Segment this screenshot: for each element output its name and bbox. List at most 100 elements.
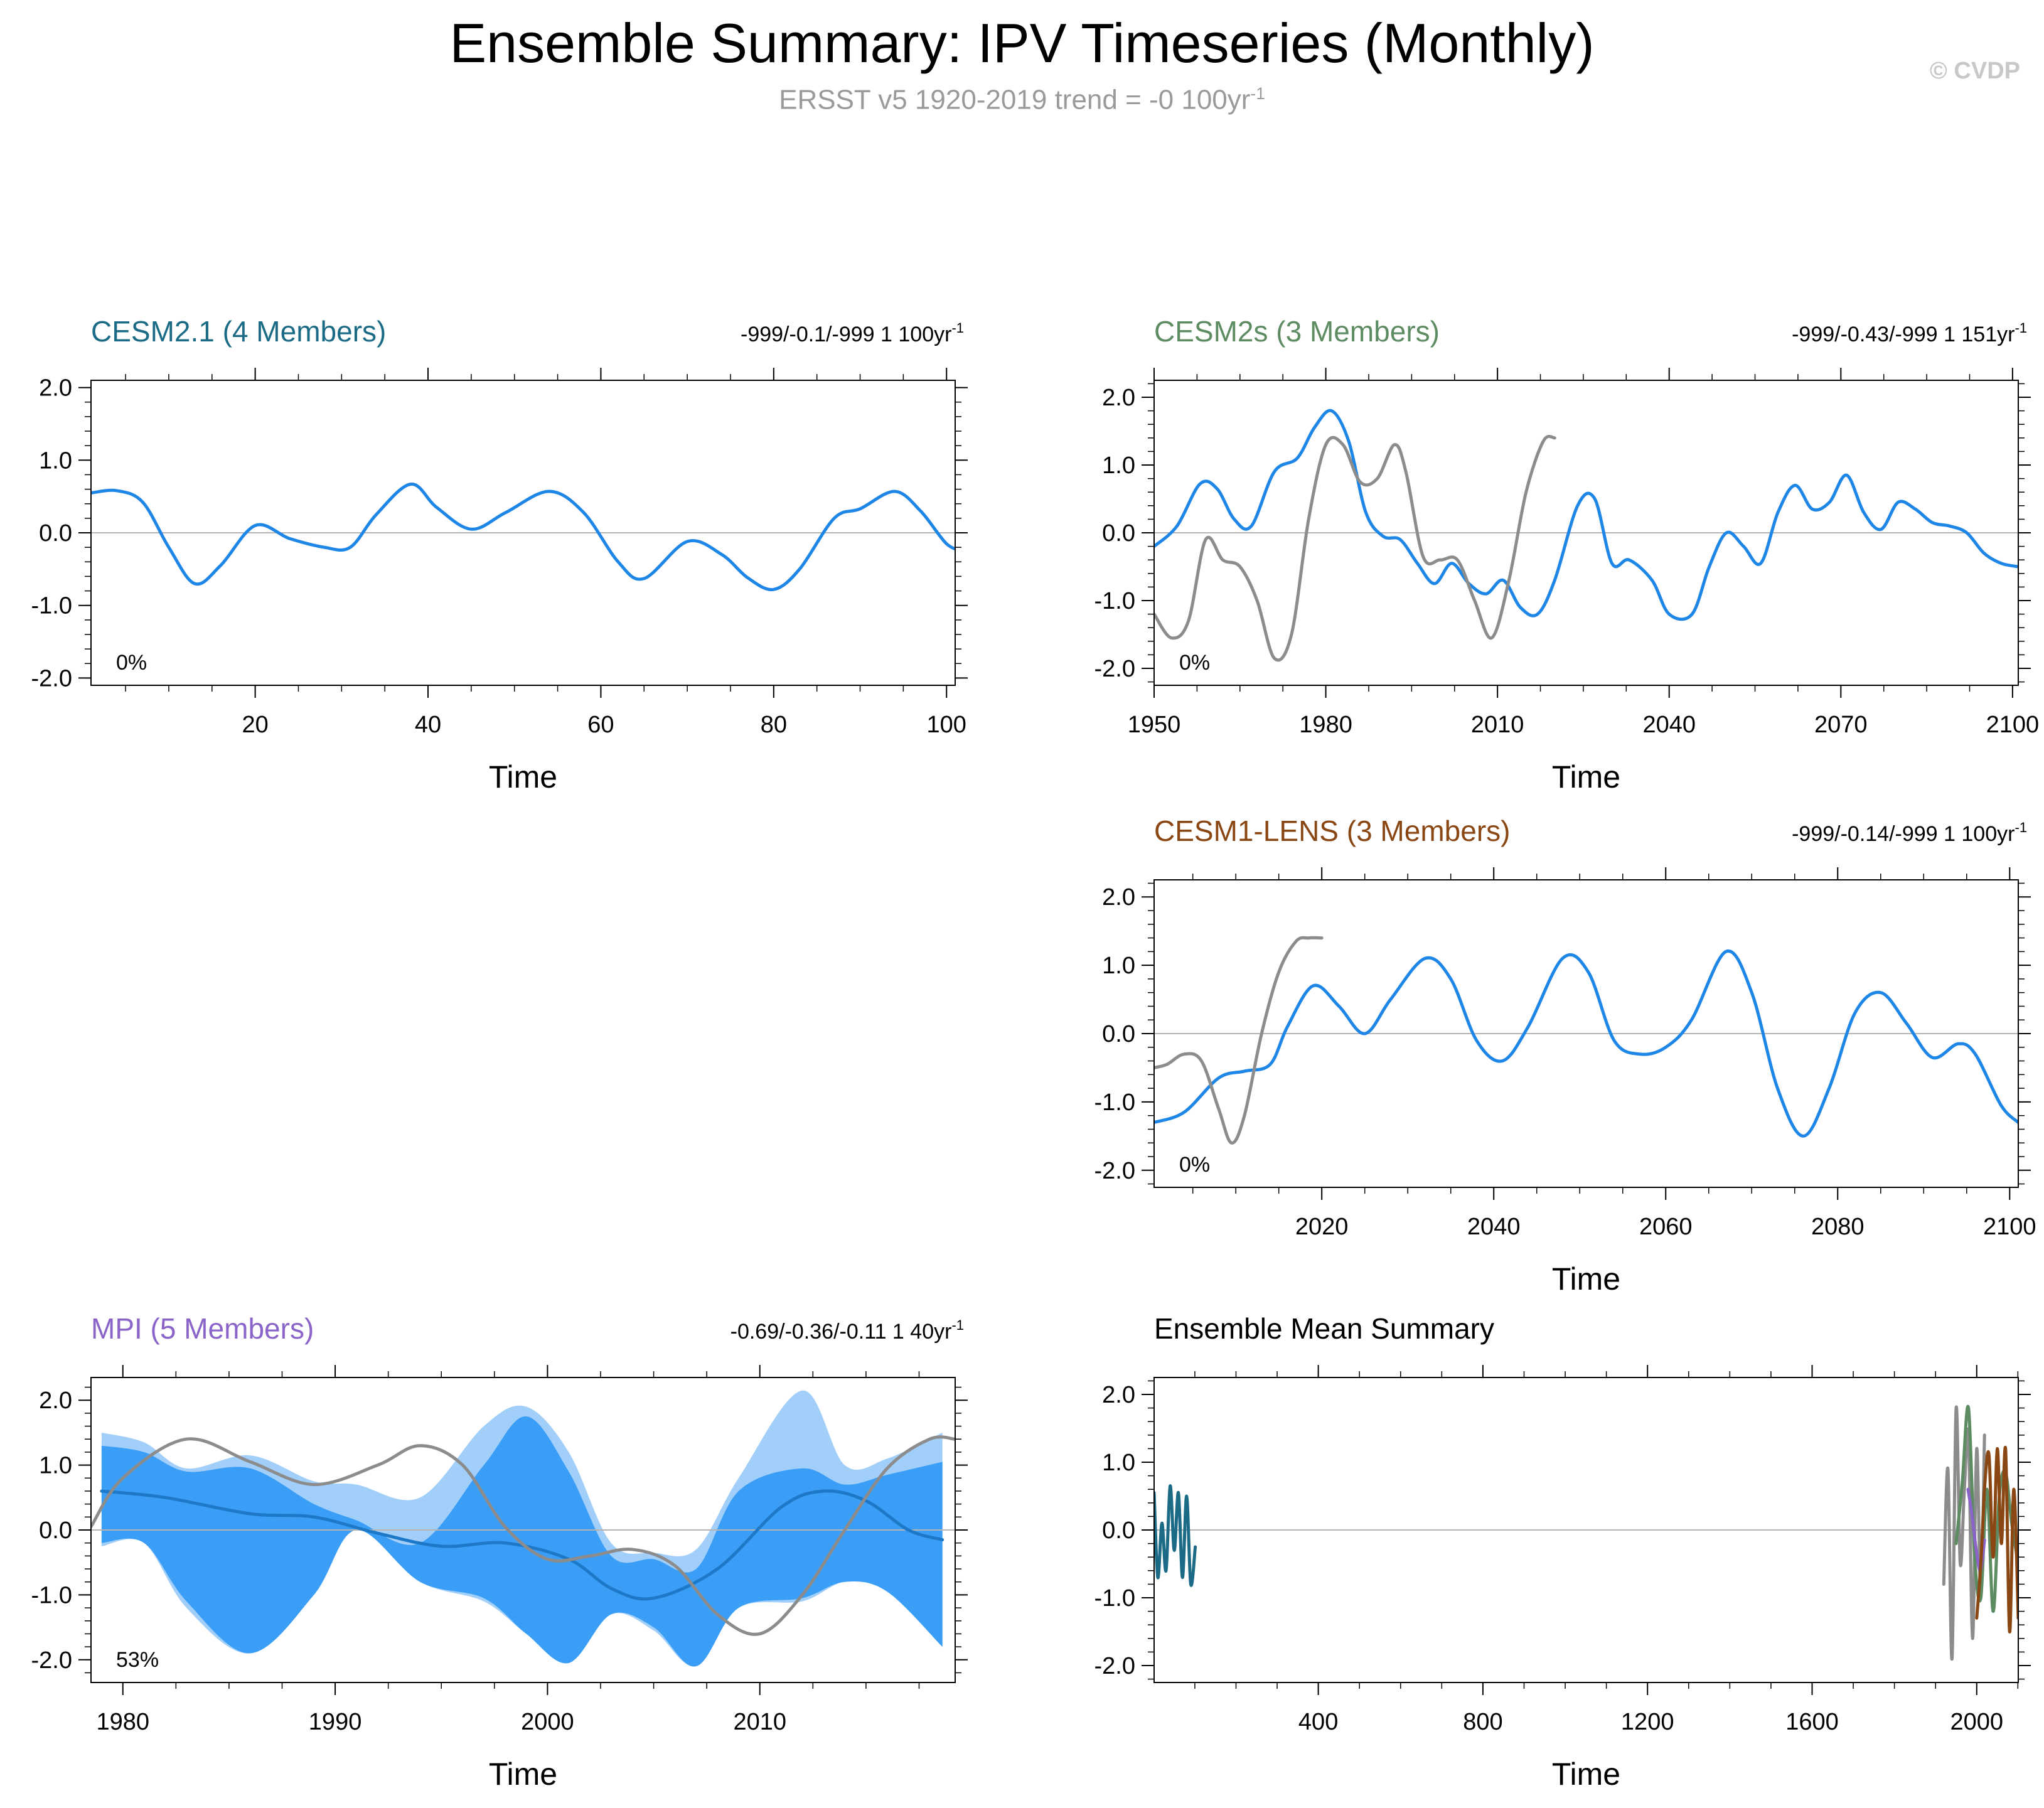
panel-stats: -999/-0.14/-999 1 100yr-1	[1792, 820, 2027, 846]
y-tick-label: 0.0	[39, 520, 72, 547]
x-tick-label: 2040	[1642, 712, 1696, 738]
y-tick-label: -1.0	[1094, 588, 1135, 614]
x-tick-label: 2000	[1950, 1709, 2003, 1735]
y-tick-label: -2.0	[1094, 656, 1135, 682]
y-tick-label: -1.0	[1094, 1089, 1135, 1116]
y-tick-label: 0.0	[1102, 520, 1135, 547]
y-tick-label: 2.0	[1102, 385, 1135, 411]
x-tick-label: 2000	[521, 1709, 574, 1735]
series-ensemble-member	[1154, 949, 2018, 1138]
panel-stats-text: -999/-0.14/-999 1 100yr	[1792, 822, 2015, 846]
panel-summary: 2.0 1.0 0.0 -1.0 -2.0 400 800 1200 1600 2000 Time E…	[1094, 1312, 2031, 1792]
y-tick-label: 1.0	[39, 447, 72, 474]
panel-stats-text: -999/-0.1/-999 1 100yr	[741, 323, 951, 346]
y-tick-label: -1.0	[31, 593, 72, 619]
x-tick-label: 2070	[1814, 712, 1868, 738]
series-observations	[1942, 1405, 1986, 1661]
panel-stats-text: -0.69/-0.36/-0.11 1 40yr	[730, 1320, 952, 1344]
cvdp-watermark: © CVDP	[1929, 58, 2020, 84]
x-tick-label: 400	[1298, 1709, 1338, 1735]
x-axis-label: Time	[489, 759, 557, 794]
percent-annotation: 0%	[1179, 651, 1210, 675]
x-tick-label: 20	[242, 712, 268, 738]
panel-title: CESM2.1 (4 Members)	[91, 315, 386, 348]
panel-cesm1lens: 2.0 1.0 0.0 -1.0 -2.0 2020 2040 2060 2080 2100 Tim…	[1094, 815, 2036, 1297]
x-tick-label: 2040	[1467, 1214, 1521, 1240]
x-tick-label: 1990	[309, 1709, 362, 1735]
series-cesm2-1	[1154, 1484, 1197, 1587]
plot-area	[1154, 936, 2018, 1145]
subtitle-text: ERSST v5 1920-2019 trend = -0 100yr	[779, 84, 1251, 115]
y-tick-label: -2.0	[1094, 1653, 1135, 1679]
y-tick-label: 1.0	[1102, 953, 1135, 979]
y-tick-label: -1.0	[1094, 1585, 1135, 1612]
x-axis-label: Time	[489, 1757, 557, 1792]
y-tick-label: -2.0	[31, 665, 72, 692]
x-tick-label: 1600	[1785, 1709, 1839, 1735]
y-tick-label: 1.0	[1102, 1450, 1135, 1476]
panel-stats-superscript: -1	[2015, 820, 2027, 835]
x-tick-label: 800	[1463, 1709, 1502, 1735]
y-tick-label: 1.0	[39, 1453, 72, 1479]
x-axis-label: Time	[1552, 1261, 1620, 1297]
plot-area	[1154, 1404, 2018, 1661]
panel-stats-superscript: -1	[951, 320, 964, 336]
x-axis-label: Time	[1552, 759, 1620, 794]
panel-stats: -999/-0.43/-999 1 151yr-1	[1792, 320, 2027, 346]
panel-stats-text: -999/-0.43/-999 1 151yr	[1792, 323, 2015, 346]
y-tick-label: 2.0	[39, 375, 72, 402]
panel-cesm21: 2.0 1.0 0.0 -1.0 -2.0 20 40 60 80 100 Time CESM2.1 …	[31, 315, 968, 794]
x-axis-label: Time	[1552, 1757, 1620, 1792]
series-ensemble-member	[91, 483, 955, 592]
x-tick-label: 1980	[1299, 712, 1352, 738]
y-tick-label: -1.0	[31, 1582, 72, 1608]
panel-stats: -0.69/-0.36/-0.11 1 40yr-1	[730, 1317, 964, 1344]
y-tick-label: -2.0	[1094, 1158, 1135, 1184]
panel-title: MPI (5 Members)	[91, 1312, 314, 1345]
panel-stats-superscript: -1	[2015, 320, 2027, 336]
plot-area	[1154, 409, 2018, 662]
x-tick-label: 2020	[1295, 1214, 1349, 1240]
x-tick-label: 2010	[1471, 712, 1524, 738]
y-tick-label: 2.0	[1102, 884, 1135, 911]
series-cesm1-lens	[1975, 1445, 2018, 1634]
panel-cesm2s: 2.0 1.0 0.0 -1.0 -2.0 1950 1980 2010 2040 2070 210…	[1094, 315, 2040, 794]
x-tick-label: 80	[761, 712, 787, 738]
x-tick-label: 2100	[1983, 1214, 2036, 1240]
percent-annotation: 53%	[116, 1648, 159, 1672]
y-tick-label: 1.0	[1102, 452, 1135, 479]
x-tick-label: 40	[415, 712, 441, 738]
plot-area	[91, 483, 955, 592]
panel-stats-superscript: -1	[951, 1317, 964, 1333]
x-tick-label: 2060	[1639, 1214, 1693, 1240]
series-ensemble-member	[1154, 409, 2018, 621]
y-tick-label: 0.0	[39, 1517, 72, 1544]
x-tick-label: 60	[587, 712, 614, 738]
series-observations	[1154, 434, 1556, 662]
plot-area	[91, 1390, 955, 1667]
y-tick-label: 2.0	[1102, 1382, 1135, 1408]
panel-mpi: 2.0 1.0 0.0 -1.0 -2.0 1980 1990 2000 2010 Time MPI…	[31, 1312, 968, 1792]
x-tick-label: 2100	[1986, 712, 2040, 738]
panel-title: CESM1-LENS (3 Members)	[1154, 815, 1510, 847]
percent-annotation: 0%	[116, 651, 147, 675]
page-subtitle: ERSST v5 1920-2019 trend = -0 100yr-1	[0, 84, 2044, 116]
panel-stats: -999/-0.1/-999 1 100yr-1	[741, 320, 964, 346]
x-tick-label: 1980	[96, 1709, 149, 1735]
x-tick-label: 1950	[1128, 712, 1181, 738]
series-observations	[1154, 936, 1324, 1145]
y-tick-label: 0.0	[1102, 1517, 1135, 1544]
x-tick-label: 1200	[1621, 1709, 1674, 1735]
y-tick-label: -2.0	[31, 1647, 72, 1674]
page-title: Ensemble Summary: IPV Timeseries (Monthl…	[449, 12, 1595, 74]
panel-title: CESM2s (3 Members)	[1154, 315, 1440, 348]
series-observations	[91, 1435, 955, 1636]
x-tick-label: 2010	[733, 1709, 786, 1735]
x-tick-label: 100	[927, 712, 966, 738]
subtitle-superscript: -1	[1250, 84, 1265, 103]
y-tick-label: 0.0	[1102, 1021, 1135, 1047]
x-tick-label: 2080	[1811, 1214, 1865, 1240]
percent-annotation: 0%	[1179, 1153, 1210, 1177]
panel-title: Ensemble Mean Summary	[1154, 1312, 1494, 1345]
